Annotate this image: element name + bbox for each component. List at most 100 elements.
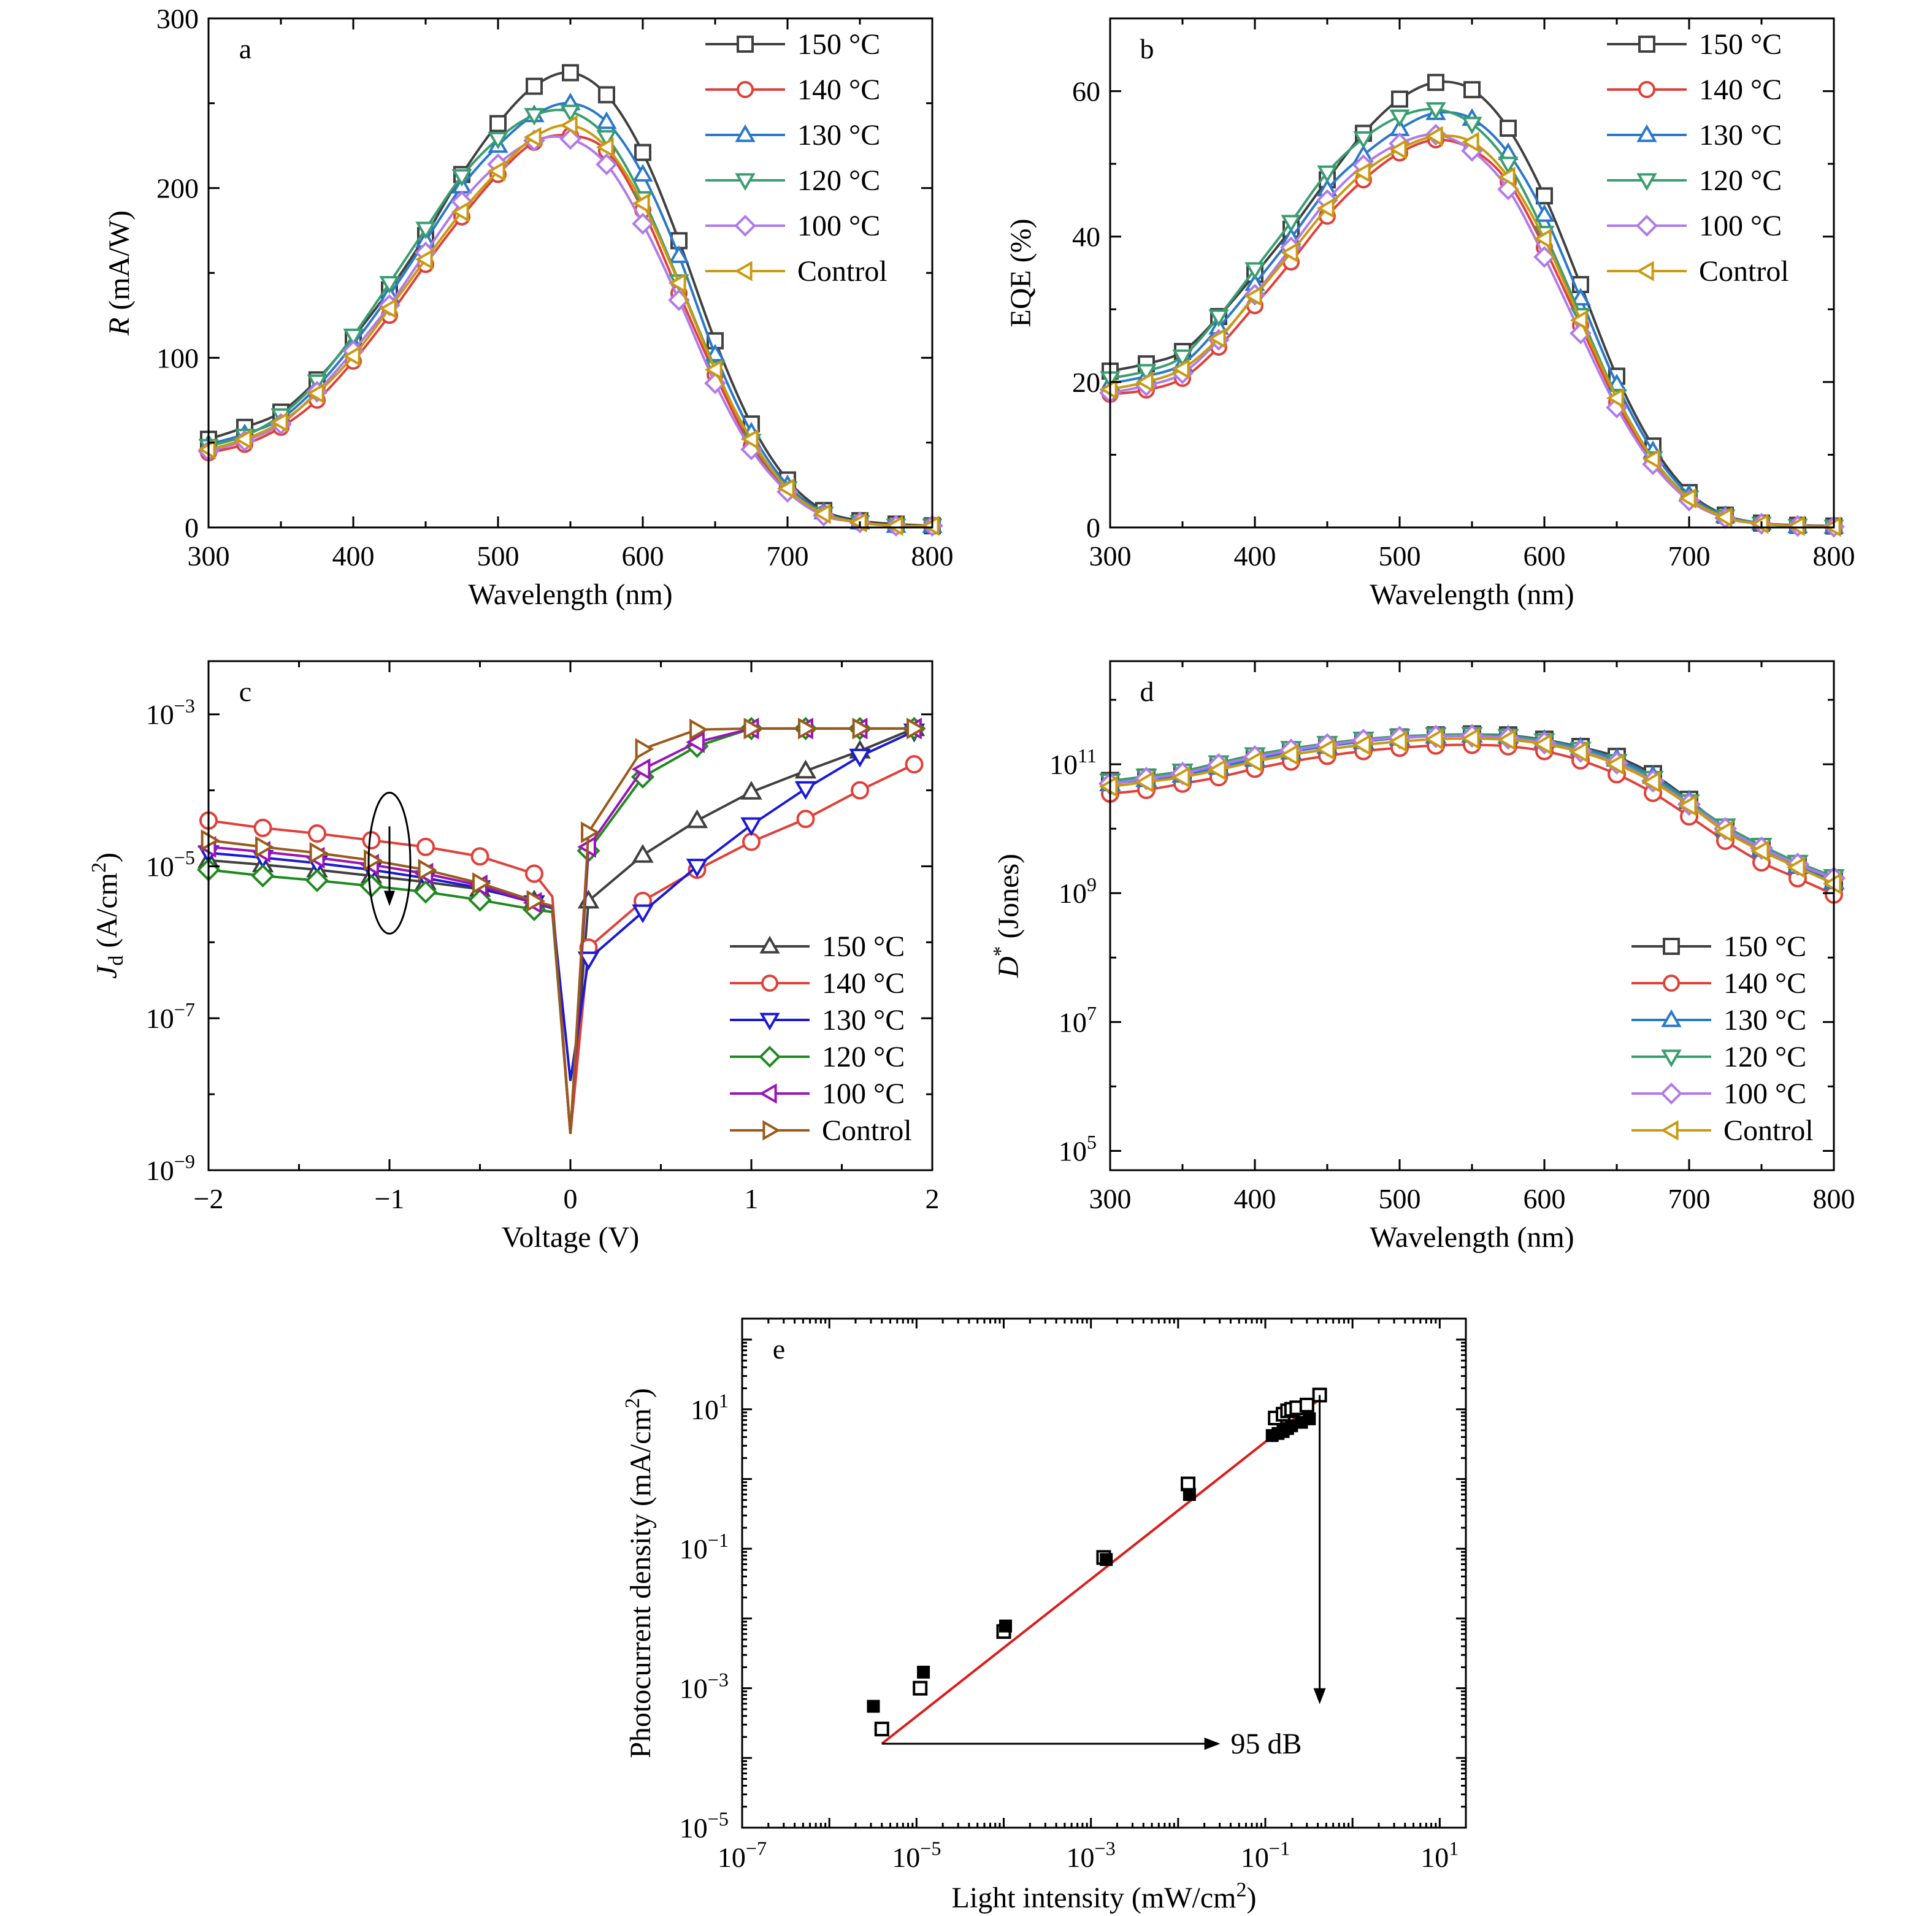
x-tick-label: 800 (1813, 540, 1855, 572)
data-point (1498, 156, 1519, 175)
data-point (1135, 372, 1154, 393)
panel-b: 300 400 500 600 700 800 0 20 40 60 Wavelength (nm)… (1005, 17, 1855, 611)
x-tick-label: 500 (1379, 540, 1421, 572)
data-point (885, 515, 903, 536)
data-point (1316, 197, 1335, 219)
data-point (416, 837, 435, 856)
data-point (1714, 507, 1733, 528)
data-point (743, 718, 763, 740)
legend-marker (1636, 124, 1657, 142)
data-point (342, 345, 361, 367)
data-point (559, 115, 578, 136)
fit-line (881, 1398, 1321, 1745)
data-point (852, 718, 872, 740)
data-point (596, 137, 614, 158)
range-arrowhead-vertical (1313, 1688, 1326, 1704)
y-tick-label: 109 (1059, 873, 1097, 909)
legend-label: 150 °C (797, 28, 880, 61)
y-tick-label: 107 (1059, 1002, 1097, 1038)
panel-a: 300 400 500 600 700 800 0 100 200 300 Wavelength (… (103, 3, 954, 611)
data-point (1098, 775, 1118, 798)
y-tick-label: 1011 (1049, 745, 1097, 780)
y-axis-label: Photocurrent density (mA/cm2) (621, 1388, 657, 1758)
y-tick-label: 10−3 (146, 694, 195, 730)
legend-marker (1661, 1049, 1682, 1068)
legend-label: Control (1699, 255, 1789, 288)
data-point (1714, 821, 1733, 843)
x-axis-label: Wavelength (nm) (468, 578, 672, 611)
data-point (1641, 771, 1661, 793)
legend-marker (734, 215, 756, 237)
legend-label: 100 °C (1723, 1078, 1806, 1110)
legend-marker (1636, 261, 1654, 282)
legend-marker (735, 124, 756, 142)
data-point (905, 755, 924, 774)
legend-marker (759, 935, 780, 954)
data-point (1135, 771, 1154, 793)
data-point (1425, 102, 1446, 120)
data-point (488, 131, 508, 150)
y-tick-label: 0 (185, 512, 199, 543)
data-point (1208, 309, 1229, 328)
data-point (794, 759, 817, 779)
data-point (1425, 126, 1443, 147)
data-point (632, 844, 654, 863)
data-point (1787, 515, 1805, 537)
data-point (197, 439, 216, 460)
data-point (742, 832, 761, 851)
y-tick-label: 10−7 (146, 998, 195, 1034)
data-point (560, 104, 581, 123)
data-point (913, 1680, 928, 1696)
data-point (234, 429, 252, 450)
data-point (251, 864, 275, 888)
data-point (689, 718, 708, 741)
data-point (849, 748, 871, 768)
data-point (1533, 733, 1552, 756)
data-point (1461, 131, 1479, 153)
data-point (1280, 242, 1298, 263)
data-point (1352, 162, 1371, 183)
data-point (776, 478, 795, 499)
legend-label: 130 °C (1699, 119, 1782, 151)
data-point (362, 831, 381, 850)
data-point (1642, 448, 1660, 470)
x-tick-label: 400 (1234, 540, 1276, 572)
y-tick-label: 40 (1072, 221, 1100, 253)
x-tick-label: 10−1 (1241, 1837, 1290, 1873)
data-point (1570, 310, 1588, 331)
data-point (796, 810, 815, 829)
data-point (867, 1699, 880, 1713)
legend-marker (734, 261, 753, 282)
legend-label: 120 °C (1723, 1041, 1806, 1073)
series-line-5 (208, 727, 914, 1135)
x-tick-label: 700 (1668, 540, 1711, 572)
data-point (1317, 165, 1338, 183)
range-arrowhead-horizontal (1204, 1738, 1221, 1750)
x-tick-label: 101 (1420, 1837, 1459, 1873)
legend-marker (1663, 938, 1680, 955)
x-tick-label: 0 (564, 1183, 578, 1214)
data-point (1460, 727, 1480, 750)
panel-label: d (1140, 676, 1154, 707)
data-point (253, 818, 272, 837)
x-tick-label: 600 (1524, 540, 1566, 572)
data-point (1462, 117, 1482, 135)
legend-label: 140 °C (1699, 74, 1782, 106)
x-tick-label: 300 (1089, 1183, 1132, 1214)
legend-label: 150 °C (1699, 28, 1782, 61)
data-point (632, 212, 654, 235)
dynamic-range-label: 95 dB (1230, 1728, 1301, 1760)
data-point (598, 86, 615, 104)
data-point (686, 809, 708, 829)
x-tick-label: 800 (911, 540, 954, 572)
legend-label: 130 °C (1723, 1004, 1806, 1037)
data-point (1497, 729, 1516, 751)
x-tick-label: 2 (926, 1183, 940, 1214)
data-point (524, 108, 545, 126)
data-point (526, 77, 543, 95)
data-point (1183, 1488, 1196, 1501)
data-point (1281, 215, 1301, 233)
data-point (526, 890, 546, 912)
legend-marker (1660, 1083, 1682, 1105)
